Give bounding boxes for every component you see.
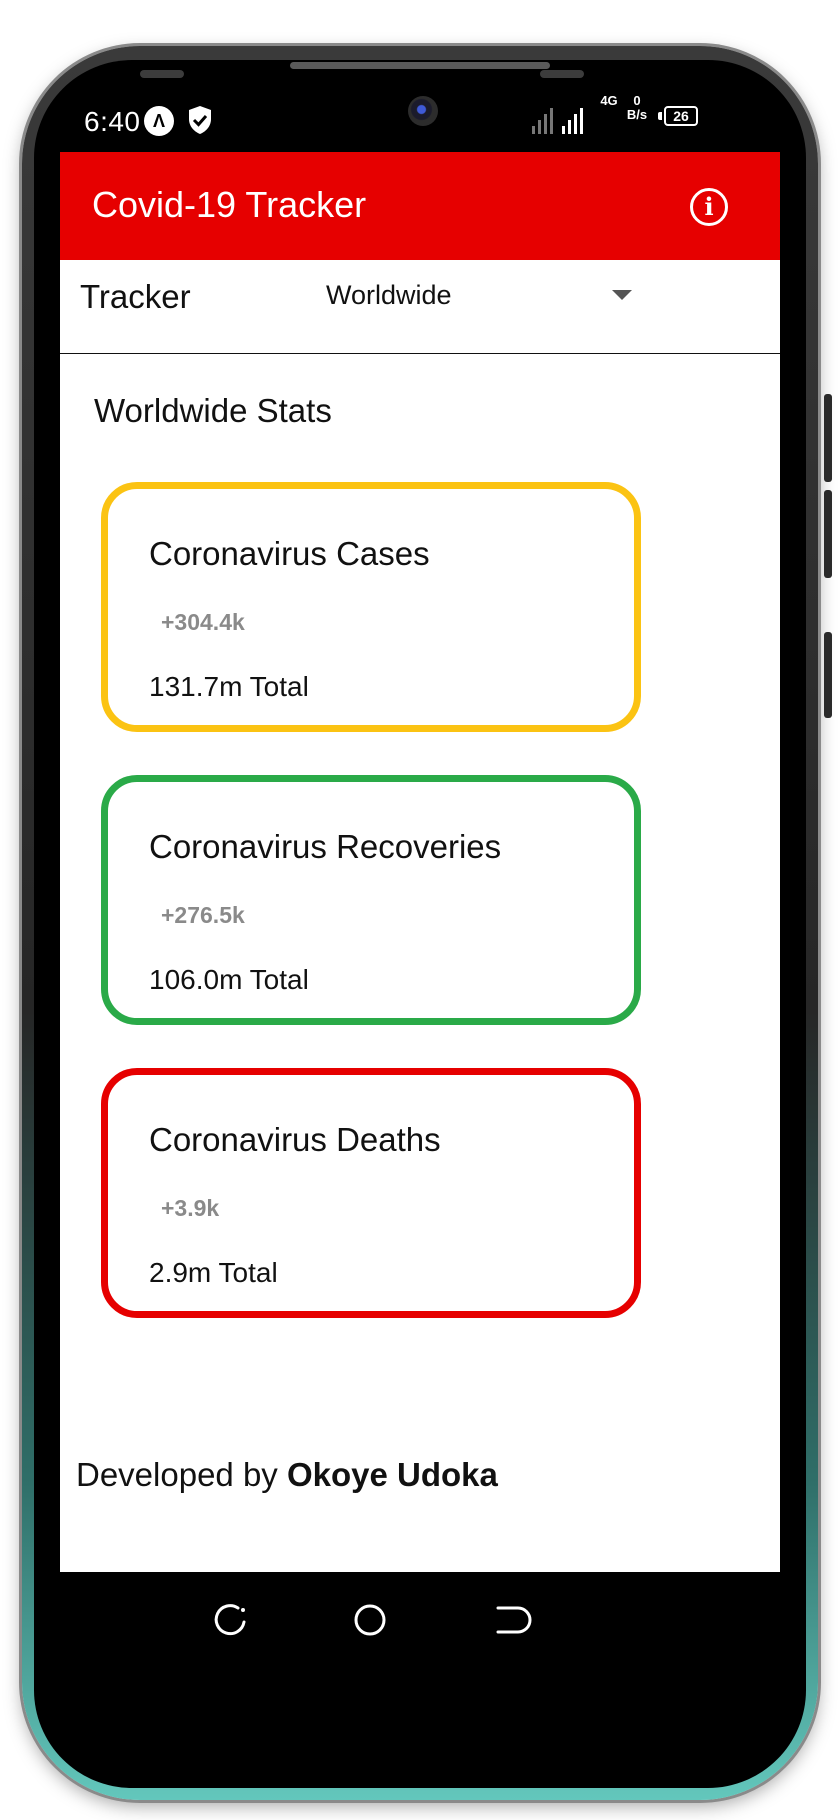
card-total: 131.7m Total: [149, 671, 309, 702]
card-total: 106.0m Total: [149, 964, 309, 995]
navigation-bar: [60, 1572, 780, 1726]
sensor: [140, 70, 184, 78]
network-speed-value: 0: [633, 93, 641, 108]
region-dropdown[interactable]: Worldwide: [326, 274, 740, 320]
sensor: [540, 70, 584, 78]
card-delta: +304.4k: [161, 609, 245, 635]
battery-icon: 26: [664, 106, 698, 126]
card-title: Coronavirus Cases: [149, 535, 430, 572]
app-bar: Covid-19 Tracker i: [60, 152, 780, 260]
notification-app-icon: Λ: [144, 106, 174, 136]
status-bar: 6:40 Λ 4G 0 B/s 26: [60, 88, 780, 152]
network-speed: 0 B/s: [622, 94, 652, 122]
phone-screen: 6:40 Λ 4G 0 B/s 26 Covid-19 Tracker i: [60, 88, 780, 1726]
shield-check-icon: [189, 106, 211, 134]
recoveries-card: Coronavirus Recoveries +276.5k 106.0m To…: [101, 775, 641, 1025]
card-total: 2.9m Total: [149, 1257, 278, 1288]
info-icon[interactable]: i: [690, 188, 728, 226]
section-title: Worldwide Stats: [94, 392, 332, 429]
tracker-row: Tracker Worldwide: [60, 260, 780, 354]
power-button: [824, 632, 832, 718]
footer-prefix: Developed by: [76, 1456, 287, 1493]
home-icon[interactable]: [346, 1596, 394, 1644]
volume-up-button: [824, 394, 832, 482]
earpiece-speaker: [290, 62, 550, 69]
tracker-label: Tracker: [80, 278, 191, 315]
card-delta: +3.9k: [161, 1195, 220, 1221]
card-delta: +276.5k: [161, 902, 245, 928]
network-type: 4G: [600, 93, 618, 108]
chevron-down-icon: [612, 290, 632, 300]
battery-tip: [658, 112, 662, 120]
status-time: 6:40: [84, 106, 141, 137]
card-title: Coronavirus Recoveries: [149, 828, 502, 865]
main-content: Tracker Worldwide Worldwide Stats Corona…: [60, 260, 780, 1572]
footer-credit: Developed by Okoye Udoka: [76, 1456, 498, 1494]
card-title: Coronavirus Deaths: [149, 1121, 441, 1158]
back-icon[interactable]: [488, 1596, 536, 1644]
network-speed-unit: B/s: [626, 107, 648, 122]
signal-icon: [532, 108, 583, 134]
recent-apps-icon[interactable]: [206, 1596, 254, 1644]
front-camera-icon: [408, 96, 438, 126]
developer-name: Okoye Udoka: [286, 1456, 498, 1493]
app-title: Covid-19 Tracker: [92, 184, 367, 225]
region-selected-value: Worldwide: [326, 280, 452, 310]
deaths-card: Coronavirus Deaths +3.9k 2.9m Total: [101, 1068, 641, 1318]
volume-down-button: [824, 490, 832, 578]
cases-card: Coronavirus Cases +304.4k 131.7m Total: [101, 482, 641, 732]
